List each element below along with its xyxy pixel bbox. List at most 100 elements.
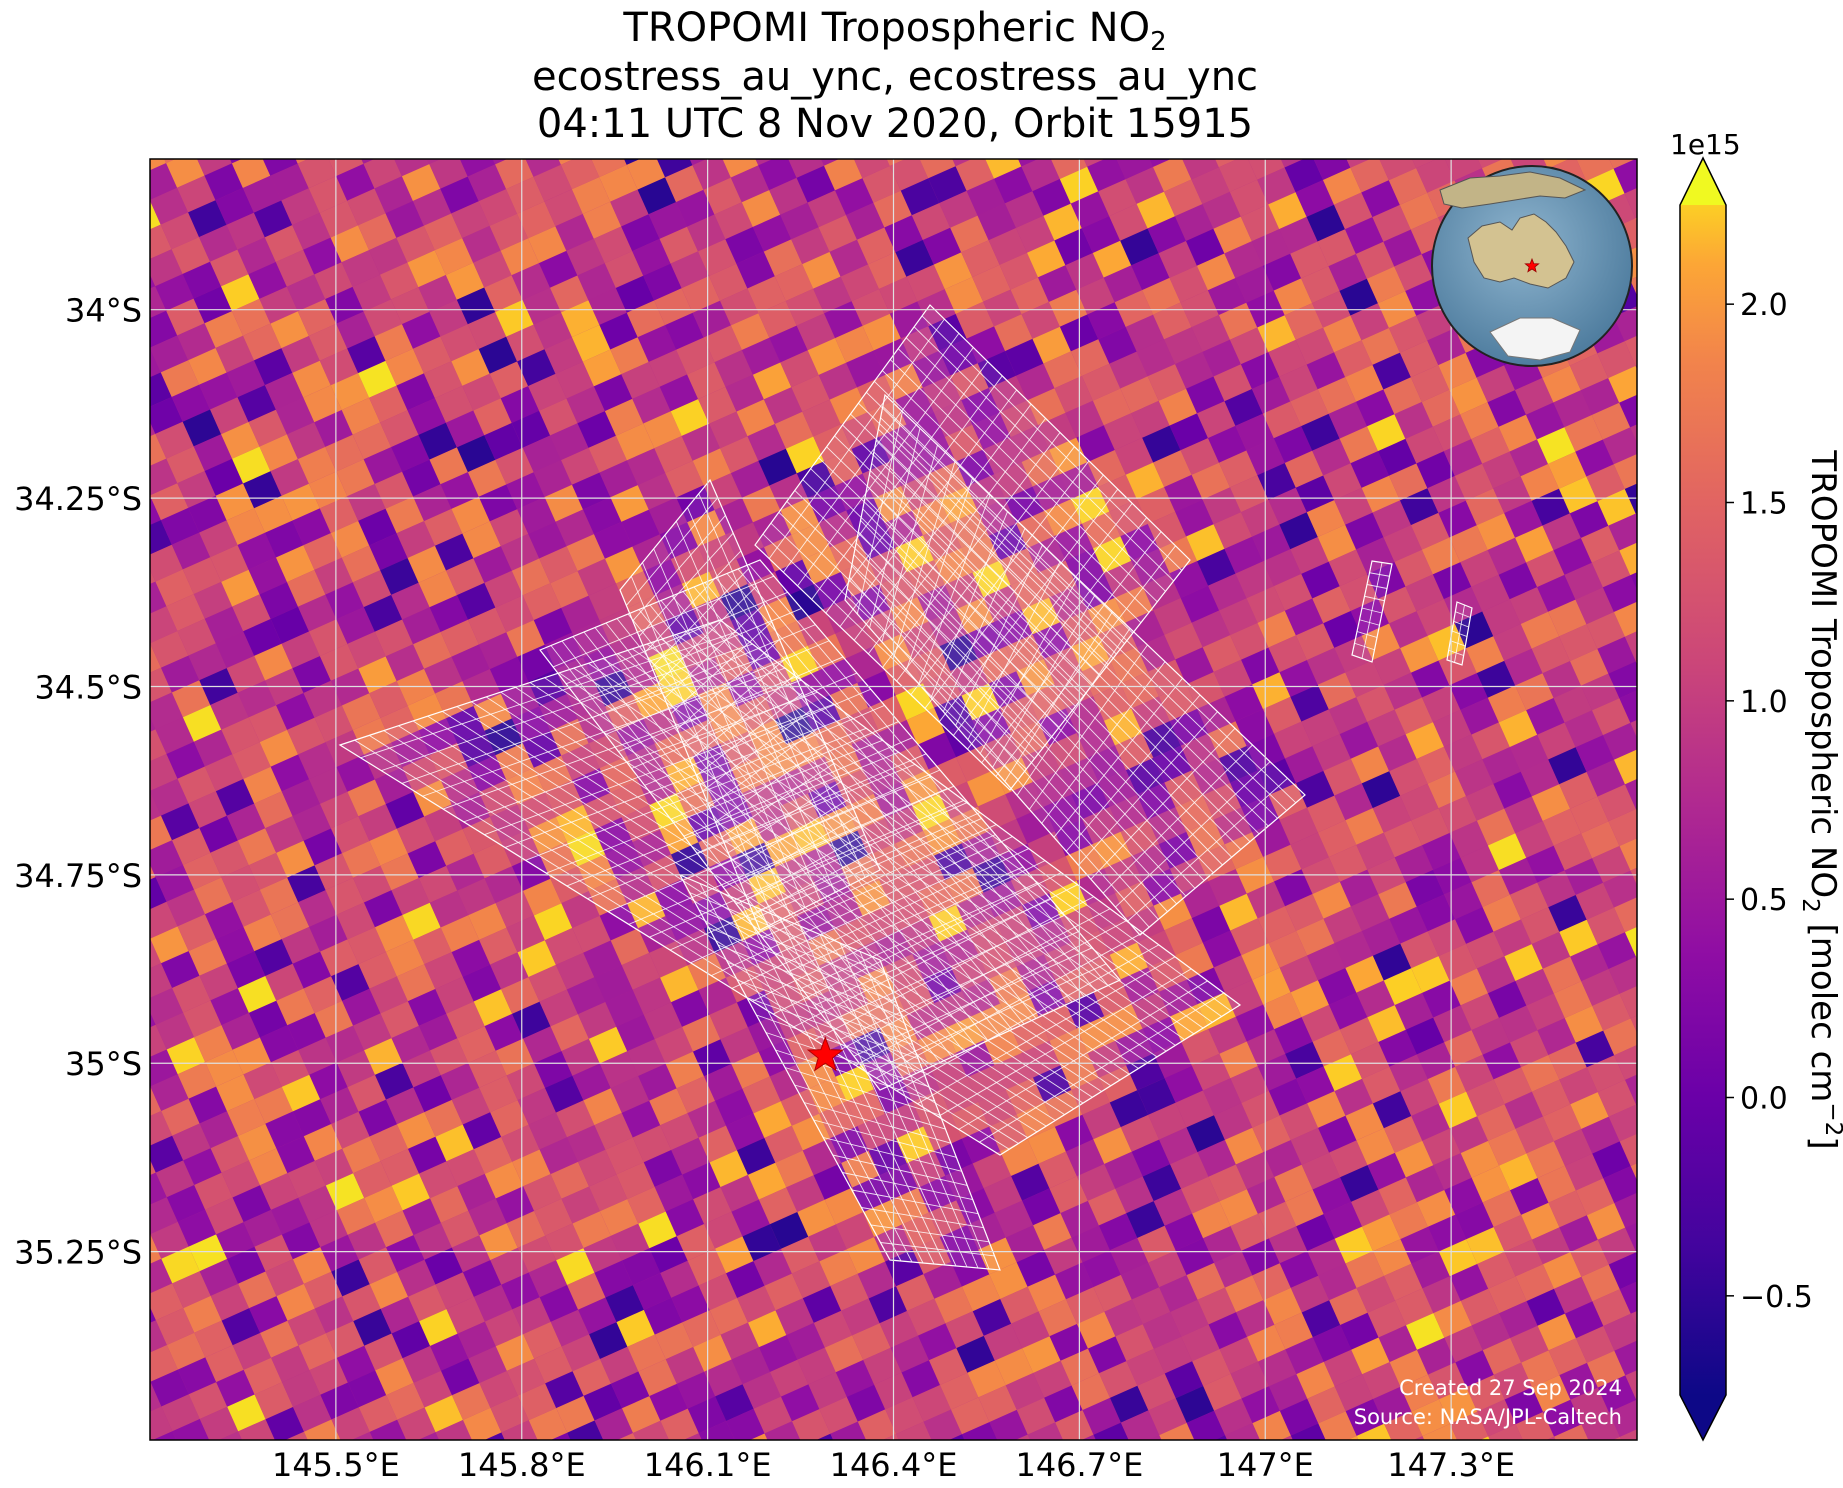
- no2-pixel: [90, 717, 128, 754]
- no2-pixel: [588, 878, 628, 916]
- no2-pixel: [413, 484, 452, 522]
- no2-pixel: [1328, 844, 1368, 882]
- footprint-gridline: [1369, 572, 1390, 577]
- no2-pixel: [336, 311, 375, 349]
- no2-pixel: [561, 447, 600, 485]
- no2-pixel: [752, 214, 792, 252]
- no2-pixel: [1230, 475, 1269, 513]
- no2-pixel: [336, 607, 375, 644]
- no2-pixel: [221, 274, 260, 312]
- no2-pixel: [741, 337, 781, 375]
- no2-pixel: [265, 520, 304, 558]
- no2-pixel: [369, 976, 408, 1014]
- no2-pixel: [824, 1335, 864, 1373]
- no2-pixel: [281, 631, 320, 669]
- no2-pixel: [1252, 1115, 1291, 1153]
- no2-pixel: [380, 558, 419, 595]
- no2-pixel: [1372, 943, 1412, 981]
- no2-pixel: [1504, 944, 1543, 981]
- no2-pixel: [989, 819, 1028, 856]
- no2-pixel: [829, 239, 868, 277]
- no2-pixel: [150, 790, 161, 821]
- no2-pixel: [358, 1099, 397, 1137]
- no2-pixel: [1214, 1250, 1253, 1288]
- no2-pixel: [1137, 782, 1176, 820]
- no2-pixel: [1339, 278, 1378, 316]
- no2-pixel: [797, 1347, 836, 1385]
- no2-pixel: [150, 1234, 162, 1264]
- no2-pixel: [528, 1260, 568, 1298]
- no2-pixel: [972, 708, 1011, 745]
- no2-pixel: [78, 249, 116, 286]
- no2-pixel: [1455, 1054, 1494, 1092]
- no2-pixel: [74, 1197, 112, 1234]
- footprint-gridline: [546, 739, 883, 874]
- no2-pixel: [353, 1308, 392, 1346]
- no2-pixel: [1581, 969, 1620, 1006]
- no2-pixel: [852, 1323, 891, 1360]
- no2-pixel: [336, 754, 375, 792]
- no2-pixel: [528, 521, 567, 559]
- no2-pixel: [1449, 820, 1488, 858]
- no2-pixel: [226, 655, 266, 693]
- no2-pixel: [1203, 1078, 1242, 1116]
- no2-pixel: [1542, 513, 1581, 551]
- no2-pixel: [1103, 413, 1143, 450]
- no2-pixel: [879, 276, 918, 314]
- no2-pixel: [1334, 340, 1373, 378]
- no2-pixel: [314, 115, 352, 152]
- no2-pixel: [1366, 266, 1406, 304]
- no2-pixel: [1603, 1166, 1637, 1203]
- no2-pixel: [1592, 993, 1631, 1031]
- no2-pixel: [714, 202, 753, 240]
- no2-pixel: [566, 534, 605, 571]
- no2-pixel: [1214, 1398, 1253, 1436]
- no2-pixel: [101, 446, 139, 483]
- no2-pixel: [495, 1186, 535, 1224]
- x-tick-label: 146.1°E: [644, 1446, 772, 1484]
- no2-pixel: [1295, 327, 1335, 365]
- no2-pixel: [1603, 1313, 1637, 1351]
- no2-pixel: [1214, 1103, 1253, 1140]
- no2-pixel: [670, 399, 710, 436]
- no2-pixel: [353, 1013, 392, 1051]
- no2-pixel: [429, 890, 469, 928]
- no2-pixel: [1438, 352, 1477, 390]
- no2-pixel: [1591, 550, 1631, 588]
- no2-pixel: [1405, 1165, 1445, 1203]
- no2-pixel: [309, 1357, 348, 1395]
- no2-pixel: [972, 412, 1011, 450]
- no2-pixel: [418, 570, 457, 608]
- no2-pixel: [1071, 782, 1110, 820]
- no2-pixel: [1378, 1177, 1417, 1215]
- no2-pixel: [1301, 709, 1340, 747]
- no2-pixel: [1433, 1153, 1472, 1190]
- no2-pixel: [90, 1160, 128, 1197]
- no2-pixel: [1153, 450, 1192, 488]
- no2-pixel: [237, 385, 276, 422]
- no2-pixel: [1175, 1090, 1214, 1128]
- no2-pixel: [1576, 159, 1614, 181]
- no2-pixel: [638, 1211, 677, 1249]
- no2-pixel: [610, 1076, 650, 1113]
- no2-pixel: [221, 569, 260, 607]
- map-frame: [149, 158, 1638, 1441]
- no2-pixel: [435, 1272, 474, 1310]
- footprint-gridline: [869, 474, 1242, 850]
- no2-pixel: [1284, 303, 1324, 340]
- no2-pixel: [386, 1235, 425, 1272]
- no2-pixel: [330, 520, 370, 558]
- no2-pixel: [966, 326, 1006, 364]
- no2-pixel: [171, 532, 211, 570]
- no2-pixel: [369, 385, 408, 423]
- colorbar-label-close: ]: [1803, 1136, 1843, 1149]
- no2-pixel: [985, 159, 1022, 179]
- no2-pixel: [385, 496, 424, 534]
- no2-pixel: [1613, 159, 1637, 194]
- no2-pixel: [1619, 985, 1637, 1019]
- no2-pixel: [956, 745, 995, 782]
- no2-pixel: [1241, 795, 1280, 833]
- no2-pixel: [1224, 979, 1264, 1017]
- no2-pixel: [556, 1395, 595, 1433]
- no2-pixel: [928, 1052, 968, 1090]
